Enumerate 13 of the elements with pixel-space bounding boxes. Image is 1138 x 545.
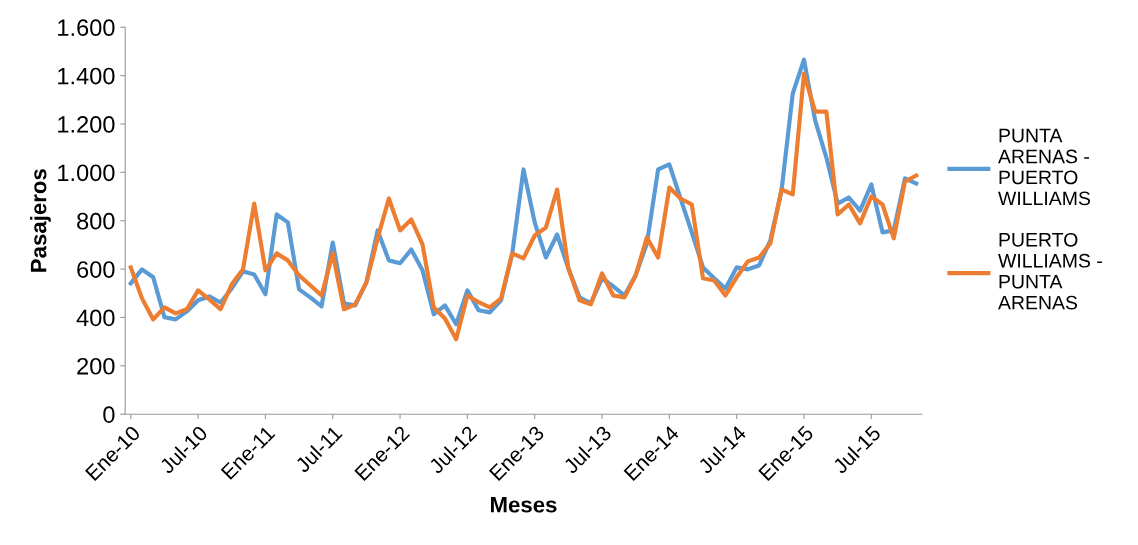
y-tick-label: 0 [103,406,115,423]
y-tick-label: 1.600 [58,19,115,37]
y-tick-label: 1.200 [58,116,115,133]
legend-label: PUNTA ARENAS - PUERTO WILLIAMS [998,128,1091,206]
y-tick-label: 600 [77,261,115,278]
legend-label: PUERTO WILLIAMS - PUNTA ARENAS [998,232,1102,310]
y-tick-label: 1.000 [58,164,115,182]
y-axis-title: Pasajeros [30,169,51,272]
x-axis-title: Meses [491,497,557,513]
y-tick-label: 200 [77,357,115,375]
y-tick-label: 800 [77,212,115,230]
y-tick-label: 400 [76,309,115,327]
y-tick-label: 1.400 [58,67,115,85]
